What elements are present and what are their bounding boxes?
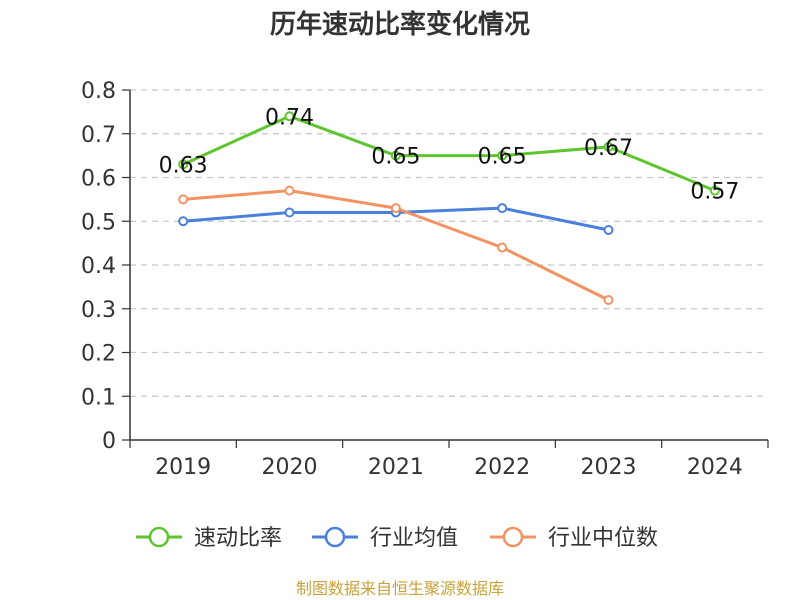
data-label: 0.74 — [265, 105, 314, 130]
y-tick-label: 0.4 — [81, 254, 116, 279]
source-note: 制图数据来自恒生聚源数据库 — [296, 579, 504, 598]
x-tick-label: 2023 — [581, 455, 637, 480]
data-point[interactable] — [603, 295, 614, 305]
y-tick-label: 0.6 — [81, 167, 116, 192]
x-tick-label: 2020 — [262, 455, 318, 480]
data-point[interactable] — [390, 203, 401, 214]
legend-marker — [324, 526, 346, 548]
y-tick-label: 0 — [102, 429, 116, 454]
data-point[interactable] — [390, 150, 401, 161]
data-point[interactable] — [284, 207, 295, 218]
data-point[interactable] — [178, 216, 189, 227]
legend-marker — [148, 526, 170, 548]
y-tick-label: 0.8 — [81, 79, 116, 104]
x-tick-label: 2019 — [155, 455, 211, 480]
data-labels: 0.63 0.74 0.65 0.65 0.67 0.57 — [159, 105, 740, 204]
legend-label: 行业均值 — [370, 526, 458, 551]
data-point[interactable] — [178, 194, 189, 205]
y-tick-label: 0.1 — [81, 385, 116, 410]
data-point[interactable] — [178, 159, 189, 170]
legend-marker — [502, 526, 524, 548]
y-tick-label: 0.3 — [81, 298, 116, 323]
data-point[interactable] — [603, 141, 614, 152]
series-layer — [178, 111, 720, 305]
data-label: 0.67 — [584, 136, 633, 161]
y-tick-label: 0.5 — [81, 210, 116, 235]
y-tick-label: 0.7 — [81, 123, 116, 148]
data-point[interactable] — [284, 111, 295, 122]
data-label: 0.65 — [371, 145, 420, 170]
legend-item[interactable]: 行业中位数 — [490, 526, 658, 551]
legend-item[interactable]: 速动比率 — [136, 526, 282, 551]
series-line-0 — [182, 114, 716, 193]
legend-item[interactable]: 行业均值 — [312, 526, 458, 551]
data-label: 0.65 — [478, 145, 527, 170]
data-point[interactable] — [497, 242, 508, 253]
data-point[interactable] — [497, 150, 508, 161]
data-point[interactable] — [709, 185, 720, 196]
data-label: 0.57 — [690, 180, 739, 205]
legend[interactable]: 速动比率 行业均值 行业中位数 — [136, 526, 658, 551]
y-tick-label: 0.2 — [81, 342, 116, 367]
chart-title: 历年速动比率变化情况 — [270, 9, 530, 40]
data-point[interactable] — [284, 185, 295, 196]
gridlines — [130, 89, 768, 397]
data-point[interactable] — [497, 203, 508, 214]
x-tick-label: 2022 — [474, 455, 530, 480]
legend-label: 速动比率 — [194, 526, 282, 551]
x-tick-label: 2021 — [368, 455, 424, 480]
x-tick-label: 2024 — [687, 455, 743, 480]
axes: 0 0.1 0.2 0.3 0.4 0.5 0.6 0.7 0.8 2019 2020 2021 202… — [81, 79, 769, 480]
data-label: 0.63 — [159, 153, 208, 178]
data-point[interactable] — [603, 225, 614, 235]
legend-label: 行业中位数 — [548, 526, 658, 551]
